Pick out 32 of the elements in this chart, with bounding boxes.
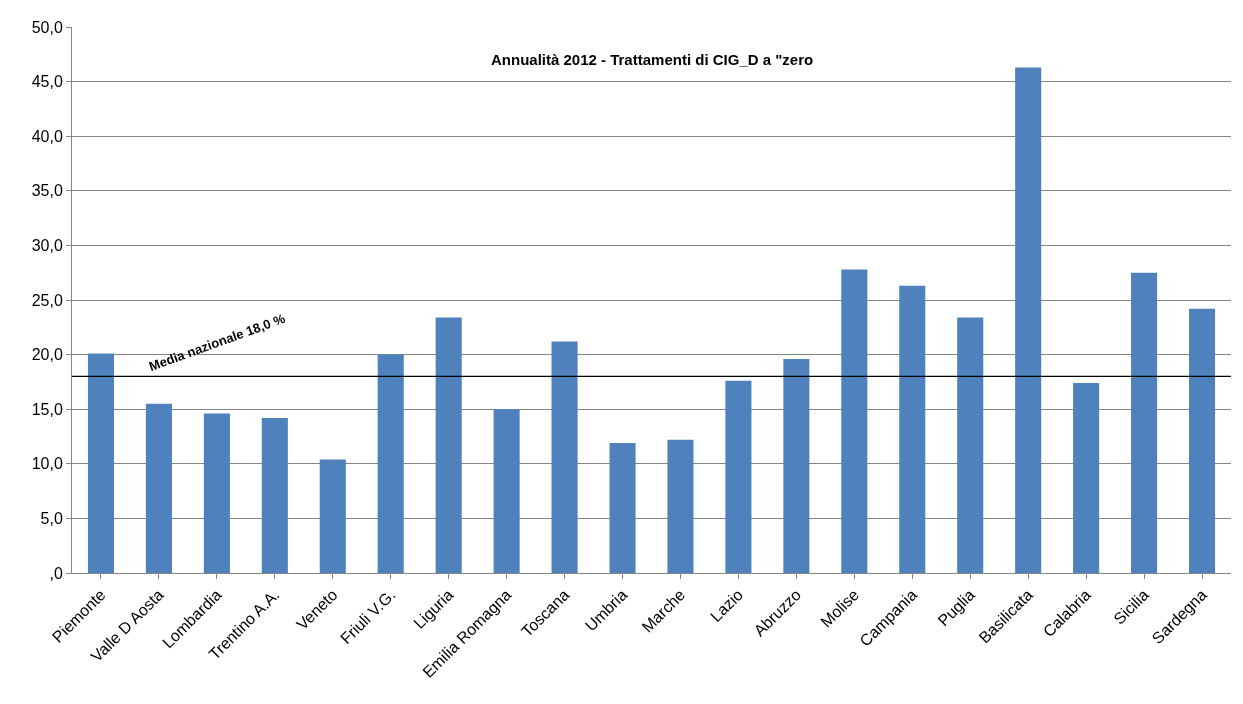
y-tick-label: 20,0 bbox=[31, 346, 63, 364]
bar bbox=[435, 317, 462, 573]
bar bbox=[493, 409, 520, 573]
bar bbox=[551, 341, 578, 573]
bar bbox=[261, 417, 288, 573]
bar bbox=[841, 269, 868, 573]
bar bbox=[783, 358, 810, 573]
y-tick-label: 40,0 bbox=[31, 127, 63, 145]
bar bbox=[203, 413, 230, 573]
y-tick-label: 25,0 bbox=[31, 291, 63, 309]
bar bbox=[1015, 67, 1042, 573]
y-tick-label: ,0 bbox=[49, 564, 63, 582]
y-tick-label: 30,0 bbox=[31, 237, 63, 254]
y-tick-label: 5,0 bbox=[40, 510, 63, 527]
bar bbox=[957, 317, 984, 573]
bar bbox=[667, 439, 694, 573]
bar bbox=[899, 285, 926, 573]
bar bbox=[1073, 382, 1100, 573]
bar bbox=[609, 443, 636, 573]
bar bbox=[725, 380, 752, 573]
y-tick-label: 50,0 bbox=[31, 18, 63, 36]
bar bbox=[87, 353, 115, 573]
y-tick-label: 35,0 bbox=[31, 182, 63, 200]
bar bbox=[1188, 308, 1216, 573]
y-tick-label: 45,0 bbox=[31, 73, 63, 91]
y-tick-label: 10,0 bbox=[31, 455, 63, 473]
bar bbox=[319, 459, 346, 573]
text: Annualità 2012 - Trattamenti di CIG_D a "zero bbox=[491, 51, 814, 68]
bar bbox=[145, 403, 172, 573]
y-tick-label: 15,0 bbox=[31, 400, 63, 418]
bar bbox=[377, 354, 404, 573]
bar bbox=[1131, 272, 1158, 573]
